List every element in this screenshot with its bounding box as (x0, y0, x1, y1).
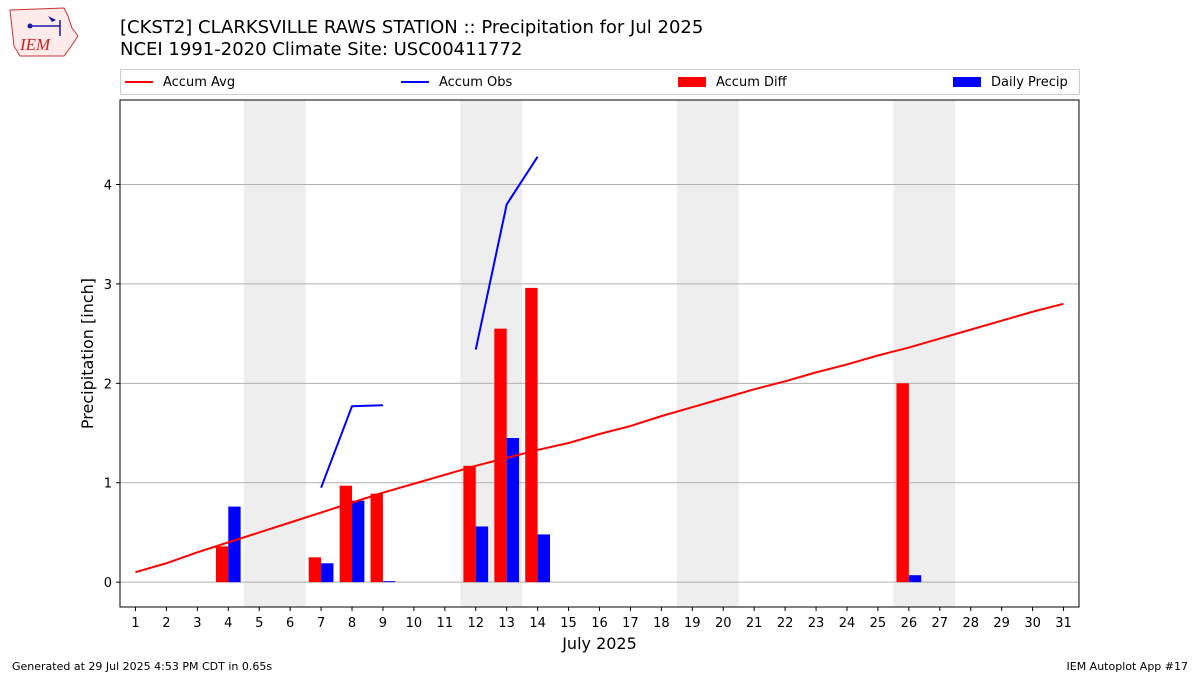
chart-title: [CKST2] CLARKSVILLE RAWS STATION :: Prec… (120, 17, 704, 38)
x-tick-label-15: 15 (560, 616, 577, 631)
x-tick-label-1: 1 (131, 616, 139, 631)
x-tick-label-5: 5 (255, 616, 263, 631)
legend-item-accum-diff: Accum Diff (678, 70, 787, 94)
legend-label-accum-diff: Accum Diff (716, 74, 787, 90)
bar-daily-precip-day-8 (352, 500, 365, 583)
logo-text: IEM (19, 35, 51, 54)
legend-swatch-daily-precip (953, 77, 981, 87)
bar-accum-diff-day-7 (308, 557, 322, 583)
iem-logo: IEM (9, 7, 79, 57)
legend-label-daily-precip: Daily Precip (991, 74, 1068, 90)
line-accum-avg (135, 302, 1064, 574)
legend-label-accum-obs: Accum Obs (439, 74, 513, 90)
x-tick-label-14: 14 (529, 616, 546, 631)
legend-item-accum-obs: Accum Obs (401, 70, 512, 94)
y-tick-label-1: 1 (104, 477, 112, 492)
x-tick-label-12: 12 (467, 616, 484, 631)
bar-accum-diff-day-12 (463, 465, 476, 583)
x-tick-label-26: 26 (901, 616, 918, 631)
x-tick-label-28: 28 (962, 616, 979, 631)
x-tick-label-25: 25 (870, 616, 887, 631)
weekend-band-1 (243, 100, 306, 607)
x-tick-label-31: 31 (1055, 616, 1072, 631)
x-tick-label-3: 3 (193, 616, 201, 631)
x-tick-label-13: 13 (498, 616, 515, 631)
bar-daily-precip-day-4 (228, 506, 241, 583)
legend-swatch-accum-obs (401, 81, 429, 83)
x-tick-label-21: 21 (746, 616, 763, 631)
line-accum-obs-segment-1 (320, 404, 383, 489)
x-tick-label-27: 27 (932, 616, 949, 631)
x-tick-label-10: 10 (406, 616, 423, 631)
bar-daily-precip-day-9 (382, 581, 396, 583)
x-tick-label-30: 30 (1024, 616, 1041, 631)
bar-accum-diff-day-26 (896, 383, 909, 583)
legend-swatch-accum-avg (125, 81, 153, 83)
chart-legend: Accum Avg Accum Obs Accum Diff Daily Pre… (120, 69, 1080, 95)
x-tick-label-6: 6 (286, 616, 294, 631)
x-tick-label-4: 4 (224, 616, 232, 631)
x-tick-label-24: 24 (839, 616, 856, 631)
x-tick-label-18: 18 (653, 616, 670, 631)
weekend-band-3 (676, 100, 739, 607)
legend-label-accum-avg: Accum Avg (163, 74, 236, 90)
generated-timestamp: Generated at 29 Jul 2025 4:53 PM CDT in … (12, 660, 273, 673)
bar-accum-diff-day-13 (494, 328, 507, 583)
chart-subtitle: NCEI 1991-2020 Climate Site: USC00411772 (120, 39, 523, 60)
x-tick-label-19: 19 (684, 616, 701, 631)
x-tick-label-9: 9 (379, 616, 387, 631)
app-label: IEM Autoplot App #17 (1066, 660, 1189, 673)
bar-accum-diff-day-14 (525, 287, 538, 583)
bar-accum-diff-day-4 (215, 546, 229, 583)
y-tick-label-4: 4 (104, 179, 112, 194)
x-tick-label-17: 17 (622, 616, 639, 631)
x-tick-label-2: 2 (162, 616, 170, 631)
bar-daily-precip-day-12 (475, 526, 489, 583)
x-axis-label: July 2025 (561, 634, 637, 653)
bar-accum-diff-day-9 (370, 493, 383, 583)
x-tick-label-23: 23 (808, 616, 825, 631)
bar-daily-precip-day-26 (908, 575, 922, 583)
legend-item-accum-avg: Accum Avg (125, 70, 235, 94)
line-accum-obs-segment-2 (474, 156, 539, 350)
x-tick-label-7: 7 (317, 616, 325, 631)
bar-daily-precip-day-13 (506, 438, 520, 583)
bar-daily-precip-day-14 (537, 534, 551, 583)
x-tick-label-11: 11 (437, 616, 454, 631)
legend-swatch-accum-diff (678, 77, 706, 87)
x-tick-label-8: 8 (348, 616, 356, 631)
legend-item-daily-precip: Daily Precip (953, 70, 1068, 94)
x-tick-label-29: 29 (993, 616, 1010, 631)
bar-accum-diff-day-8 (339, 485, 353, 583)
y-tick-label-2: 2 (104, 377, 112, 392)
bar-daily-precip-day-7 (321, 563, 334, 583)
y-axis-label: Precipitation [inch] (78, 278, 97, 429)
x-tick-label-22: 22 (777, 616, 794, 631)
x-tick-label-20: 20 (715, 616, 732, 631)
x-tick-label-16: 16 (591, 616, 608, 631)
y-tick-label-0: 0 (104, 576, 112, 591)
y-tick-label-3: 3 (104, 278, 112, 293)
